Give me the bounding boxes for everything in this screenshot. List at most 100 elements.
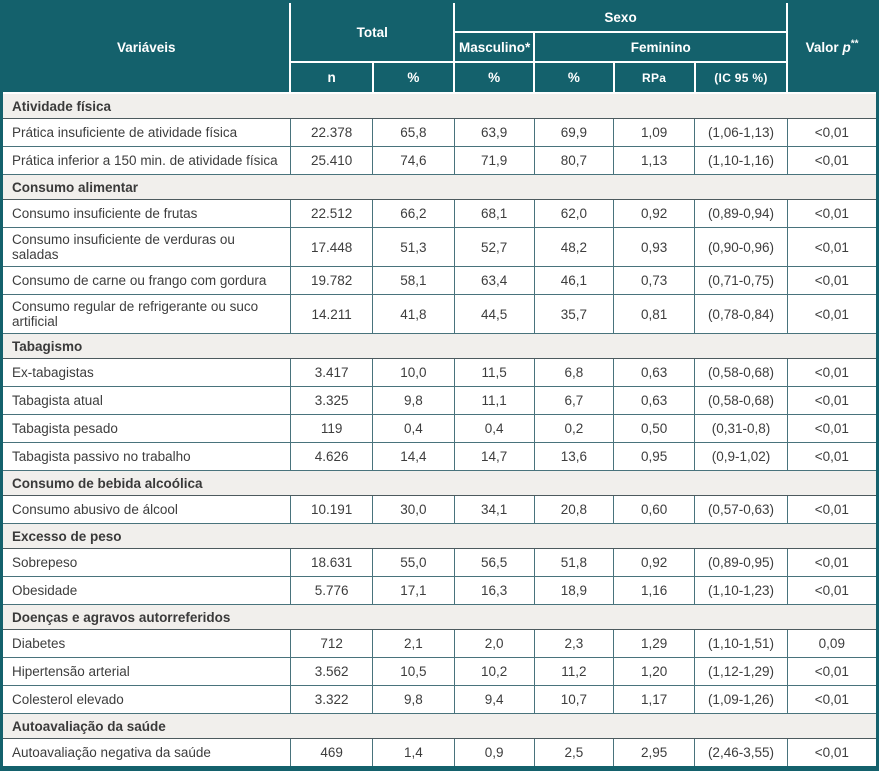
cell-value: 1,20	[613, 657, 696, 686]
row-label: Hipertensão arterial	[1, 657, 291, 686]
subcol-total-pct: %	[371, 61, 456, 94]
cell-value: <0,01	[786, 358, 879, 387]
cell-value: 10,0	[372, 358, 455, 387]
cell-value: 3.322	[289, 685, 374, 714]
cell-value: 22.378	[289, 118, 374, 147]
row-label: Ex-tabagistas	[1, 358, 291, 387]
valor-p-stars: **	[850, 38, 859, 50]
table-row: Hipertensão arterial 3.562 10,5 10,2 11,2 1,2…	[1, 657, 879, 686]
cell-value: 56,5	[453, 548, 535, 577]
cell-value: 712	[289, 629, 374, 658]
cell-value: 1,13	[613, 146, 696, 175]
cell-value: (0,58-0,68)	[694, 358, 788, 387]
row-label: Consumo insuficiente de verduras ou sala…	[1, 227, 291, 267]
cell-value: 71,9	[453, 146, 535, 175]
cell-value: (0,90-0,96)	[694, 227, 788, 267]
cell-value: 48,2	[533, 227, 615, 267]
cell-value: 13,6	[533, 442, 615, 471]
cell-value: 0,81	[613, 294, 696, 334]
cell-value: <0,01	[786, 118, 879, 147]
section-row: Autoavaliação da saúde	[1, 713, 878, 739]
cell-value: 63,9	[453, 118, 535, 147]
table-body: Atividade física Prática insuficiente de …	[1, 92, 879, 769]
cell-value: 9,8	[372, 386, 455, 415]
col-header-feminino: Feminino	[533, 31, 789, 63]
cell-value: <0,01	[786, 548, 879, 577]
cell-value: (1,06-1,13)	[694, 118, 788, 147]
cell-value: 2,95	[613, 738, 696, 769]
table-row: Consumo regular de refrigerante ou suco …	[1, 294, 879, 334]
row-label: Tabagista pesado	[1, 414, 291, 443]
cell-value: <0,01	[786, 386, 879, 415]
cell-value: (1,10-1,23)	[694, 576, 788, 605]
cell-value: 0,60	[613, 495, 696, 524]
cell-value: 2,1	[372, 629, 455, 658]
cell-value: 0,92	[613, 199, 696, 228]
cell-value: 17,1	[372, 576, 455, 605]
row-label: Consumo de carne ou frango com gordura	[1, 266, 291, 295]
cell-value: 11,2	[533, 657, 615, 686]
cell-value: <0,01	[786, 294, 879, 334]
cell-value: 74,6	[372, 146, 455, 175]
row-label: Consumo insuficiente de frutas	[1, 199, 291, 228]
section-title: Atividade física	[1, 92, 878, 119]
cell-value: 63,4	[453, 266, 535, 295]
section-title: Consumo alimentar	[1, 174, 878, 200]
cell-value: 0,93	[613, 227, 696, 267]
cell-value: (0,58-0,68)	[694, 386, 788, 415]
table-row: Colesterol elevado 3.322 9,8 9,4 10,7 1,17 (1,…	[1, 685, 879, 714]
cell-value: 0,09	[786, 629, 879, 658]
row-label: Consumo abusivo de álcool	[1, 495, 291, 524]
cell-value: 20,8	[533, 495, 615, 524]
cell-value: 9,4	[453, 685, 535, 714]
cell-value: 1,4	[372, 738, 455, 769]
subcol-rpa: RPa	[612, 61, 696, 94]
cell-value: <0,01	[786, 576, 879, 605]
cell-value: 34,1	[453, 495, 535, 524]
cell-value: 10.191	[289, 495, 374, 524]
col-header-total: Total	[289, 0, 455, 63]
section-row: Consumo de bebida alcoólica	[1, 470, 878, 496]
col-header-masculino: Masculino*	[452, 31, 536, 63]
cell-value: 17.448	[289, 227, 374, 267]
cell-value: 14,4	[372, 442, 455, 471]
col-header-valor-p: Valor p**	[786, 0, 879, 94]
table-row: Consumo abusivo de álcool 10.191 30,0 34,1 2…	[1, 495, 879, 524]
valor-p-letter: p	[842, 40, 851, 55]
row-label: Obesidade	[1, 576, 291, 605]
section-row: Excesso de peso	[1, 523, 878, 549]
cell-value: 16,3	[453, 576, 535, 605]
cell-value: 30,0	[372, 495, 455, 524]
cell-value: 35,7	[533, 294, 615, 334]
section-title: Excesso de peso	[1, 523, 878, 549]
cell-value: 51,3	[372, 227, 455, 267]
cell-value: <0,01	[786, 442, 879, 471]
cell-value: 0,4	[453, 414, 535, 443]
cell-value: 2,5	[533, 738, 615, 769]
section-title: Autoavaliação da saúde	[1, 713, 878, 739]
cell-value: (0,89-0,94)	[694, 199, 788, 228]
table-row: Consumo de carne ou frango com gordura 19…	[1, 266, 879, 295]
cell-value: (2,46-3,55)	[694, 738, 788, 769]
section-title: Tabagismo	[1, 333, 878, 359]
row-label: Prática inferior a 150 min. de atividade…	[1, 146, 291, 175]
cell-value: (0,89-0,95)	[694, 548, 788, 577]
cell-value: 469	[289, 738, 374, 769]
cell-value: 0,9	[453, 738, 535, 769]
cell-value: 3.325	[289, 386, 374, 415]
cell-value: 41,8	[372, 294, 455, 334]
subcol-masc-pct: %	[452, 61, 536, 94]
cell-value: <0,01	[786, 738, 879, 769]
cell-value: 66,2	[372, 199, 455, 228]
cell-value: 52,7	[453, 227, 535, 267]
cell-value: 4.626	[289, 442, 374, 471]
cell-value: 6,8	[533, 358, 615, 387]
cell-value: <0,01	[786, 146, 879, 175]
cell-value: 68,1	[453, 199, 535, 228]
cell-value: <0,01	[786, 414, 879, 443]
cell-value: 0,73	[613, 266, 696, 295]
section-row: Tabagismo	[1, 333, 878, 359]
cell-value: 2,0	[453, 629, 535, 658]
